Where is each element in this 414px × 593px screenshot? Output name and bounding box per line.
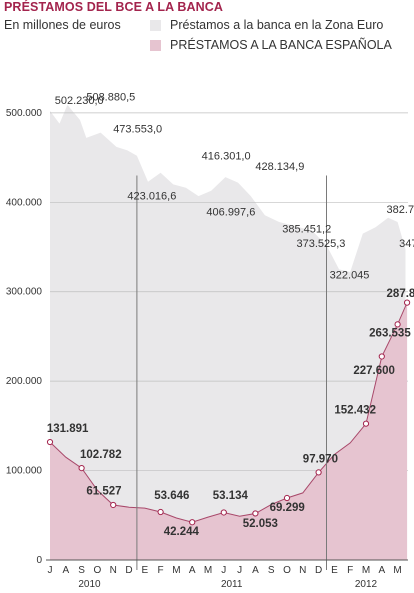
spain-value-label-8: 97.970 (303, 454, 338, 466)
spain-area (50, 302, 408, 560)
y-tick-label-1: 100.000 (6, 466, 43, 477)
spain-marker-1 (78, 464, 85, 472)
y-tick-label-2: 200.000 (6, 376, 43, 387)
spain-value-label-7: 69.299 (270, 502, 305, 514)
spain-marker-6 (252, 510, 259, 517)
x-tick-label-13: A (252, 565, 259, 576)
spain-marker-9 (362, 420, 370, 427)
x-tick-label-5: D (125, 565, 132, 576)
x-tick-label-2: S (78, 565, 85, 576)
spain-marker-3 (157, 508, 164, 516)
spain-marker-2 (110, 501, 117, 509)
eurozone-value-label-3: 423.016,6 (127, 191, 176, 203)
spain-marker-11 (394, 321, 401, 328)
spain-value-label-0: 131.891 (47, 423, 89, 435)
x-tick-label-4: N (110, 565, 117, 576)
x-tick-label-14: S (268, 565, 275, 576)
x-tick-label-22: M (393, 565, 401, 576)
legend-swatch-eurozone (150, 19, 161, 31)
x-tick-label-20: M (362, 565, 370, 576)
spain-marker-7 (283, 494, 291, 502)
eurozone-value-label-8: 373.525,3 (296, 238, 345, 250)
spain-marker-10 (378, 353, 385, 360)
spain-value-label-3: 53.646 (154, 490, 189, 502)
legend-label-eurozone: Préstamos a la banca en la Zona Euro (170, 18, 384, 32)
eurozone-value-label-9: 322.045 (330, 269, 370, 281)
spain-marker-8 (315, 469, 322, 476)
spain-value-label-6: 52.053 (243, 518, 278, 530)
x-tick-label-15: O (283, 565, 291, 576)
x-tick-label-3: O (94, 565, 102, 576)
x-tick-label-6: E (141, 565, 148, 576)
y-tick-label-4: 400.000 (6, 197, 43, 208)
eurozone-value-label-4: 416.301,0 (202, 150, 251, 162)
legend-item-spain: PRÉSTAMOS A LA BANCA ESPAÑOLA (150, 38, 392, 52)
legend-swatch-spain (150, 39, 161, 51)
x-tick-label-0: J (48, 565, 53, 576)
x-tick-label-12: J (237, 565, 242, 576)
eurozone-value-label-11: 347.195 (399, 238, 414, 250)
x-tick-label-21: A (378, 565, 385, 576)
x-tick-label-16: N (299, 565, 306, 576)
eurozone-value-label-7: 385.451,2 (282, 224, 331, 236)
spain-line (49, 302, 408, 523)
spain-value-label-11: 263.535 (369, 327, 411, 339)
spain-value-label-10: 227.600 (353, 365, 395, 377)
chart-title: PRÉSTAMOS DEL BCE A LA BANCA (4, 0, 224, 14)
eurozone-value-label-6: 406.997,6 (206, 207, 255, 219)
spain-value-label-1: 102.782 (80, 449, 122, 461)
spain-marker-4 (189, 519, 196, 526)
x-tick-label-8: M (172, 565, 180, 576)
spain-value-label-5: 53.134 (213, 490, 249, 502)
x-tick-label-17: D (315, 565, 322, 576)
spain-value-label-2: 61.527 (86, 486, 121, 498)
x-tick-label-18: E (331, 565, 338, 576)
x-tick-label-7: F (158, 565, 164, 576)
spain-marker-0 (46, 438, 54, 446)
x-tick-label-1: A (62, 565, 69, 576)
eurozone-value-label-5: 428.134,9 (255, 161, 304, 173)
spain-value-label-9: 152.432 (334, 404, 376, 416)
legend-label-spain: PRÉSTAMOS A LA BANCA ESPAÑOLA (170, 38, 392, 52)
spain-marker-12 (403, 299, 411, 306)
eurozone-value-label-0: 502.230,0 (55, 95, 104, 107)
chart-subtitle: En millones de euros (4, 18, 121, 32)
year-label-2011: 2011 (221, 579, 243, 590)
x-tick-label-10: M (204, 565, 212, 576)
x-tick-label-11: J (221, 565, 226, 576)
spain-value-label-12: 287.813 (387, 288, 414, 300)
y-tick-label-0: 0 (36, 555, 42, 566)
x-tick-label-19: F (347, 565, 353, 576)
year-label-2010: 2010 (78, 579, 101, 590)
eurozone-value-label-1: 508.880,5 (86, 91, 135, 103)
y-tick-label-5: 500.000 (6, 108, 43, 119)
eurozone-value-label-2: 473.553,0 (113, 124, 162, 136)
x-tick-label-9: A (189, 565, 196, 576)
eurozone-value-label-10: 382.712 (387, 204, 414, 216)
spain-marker-5 (220, 509, 227, 516)
y-tick-label-3: 300.000 (6, 287, 43, 298)
legend-item-eurozone: Préstamos a la banca en la Zona Euro (150, 18, 383, 32)
eurozone-area (50, 104, 406, 561)
year-label-2012: 2012 (355, 579, 378, 590)
spain-value-label-4: 42.244 (164, 526, 200, 538)
